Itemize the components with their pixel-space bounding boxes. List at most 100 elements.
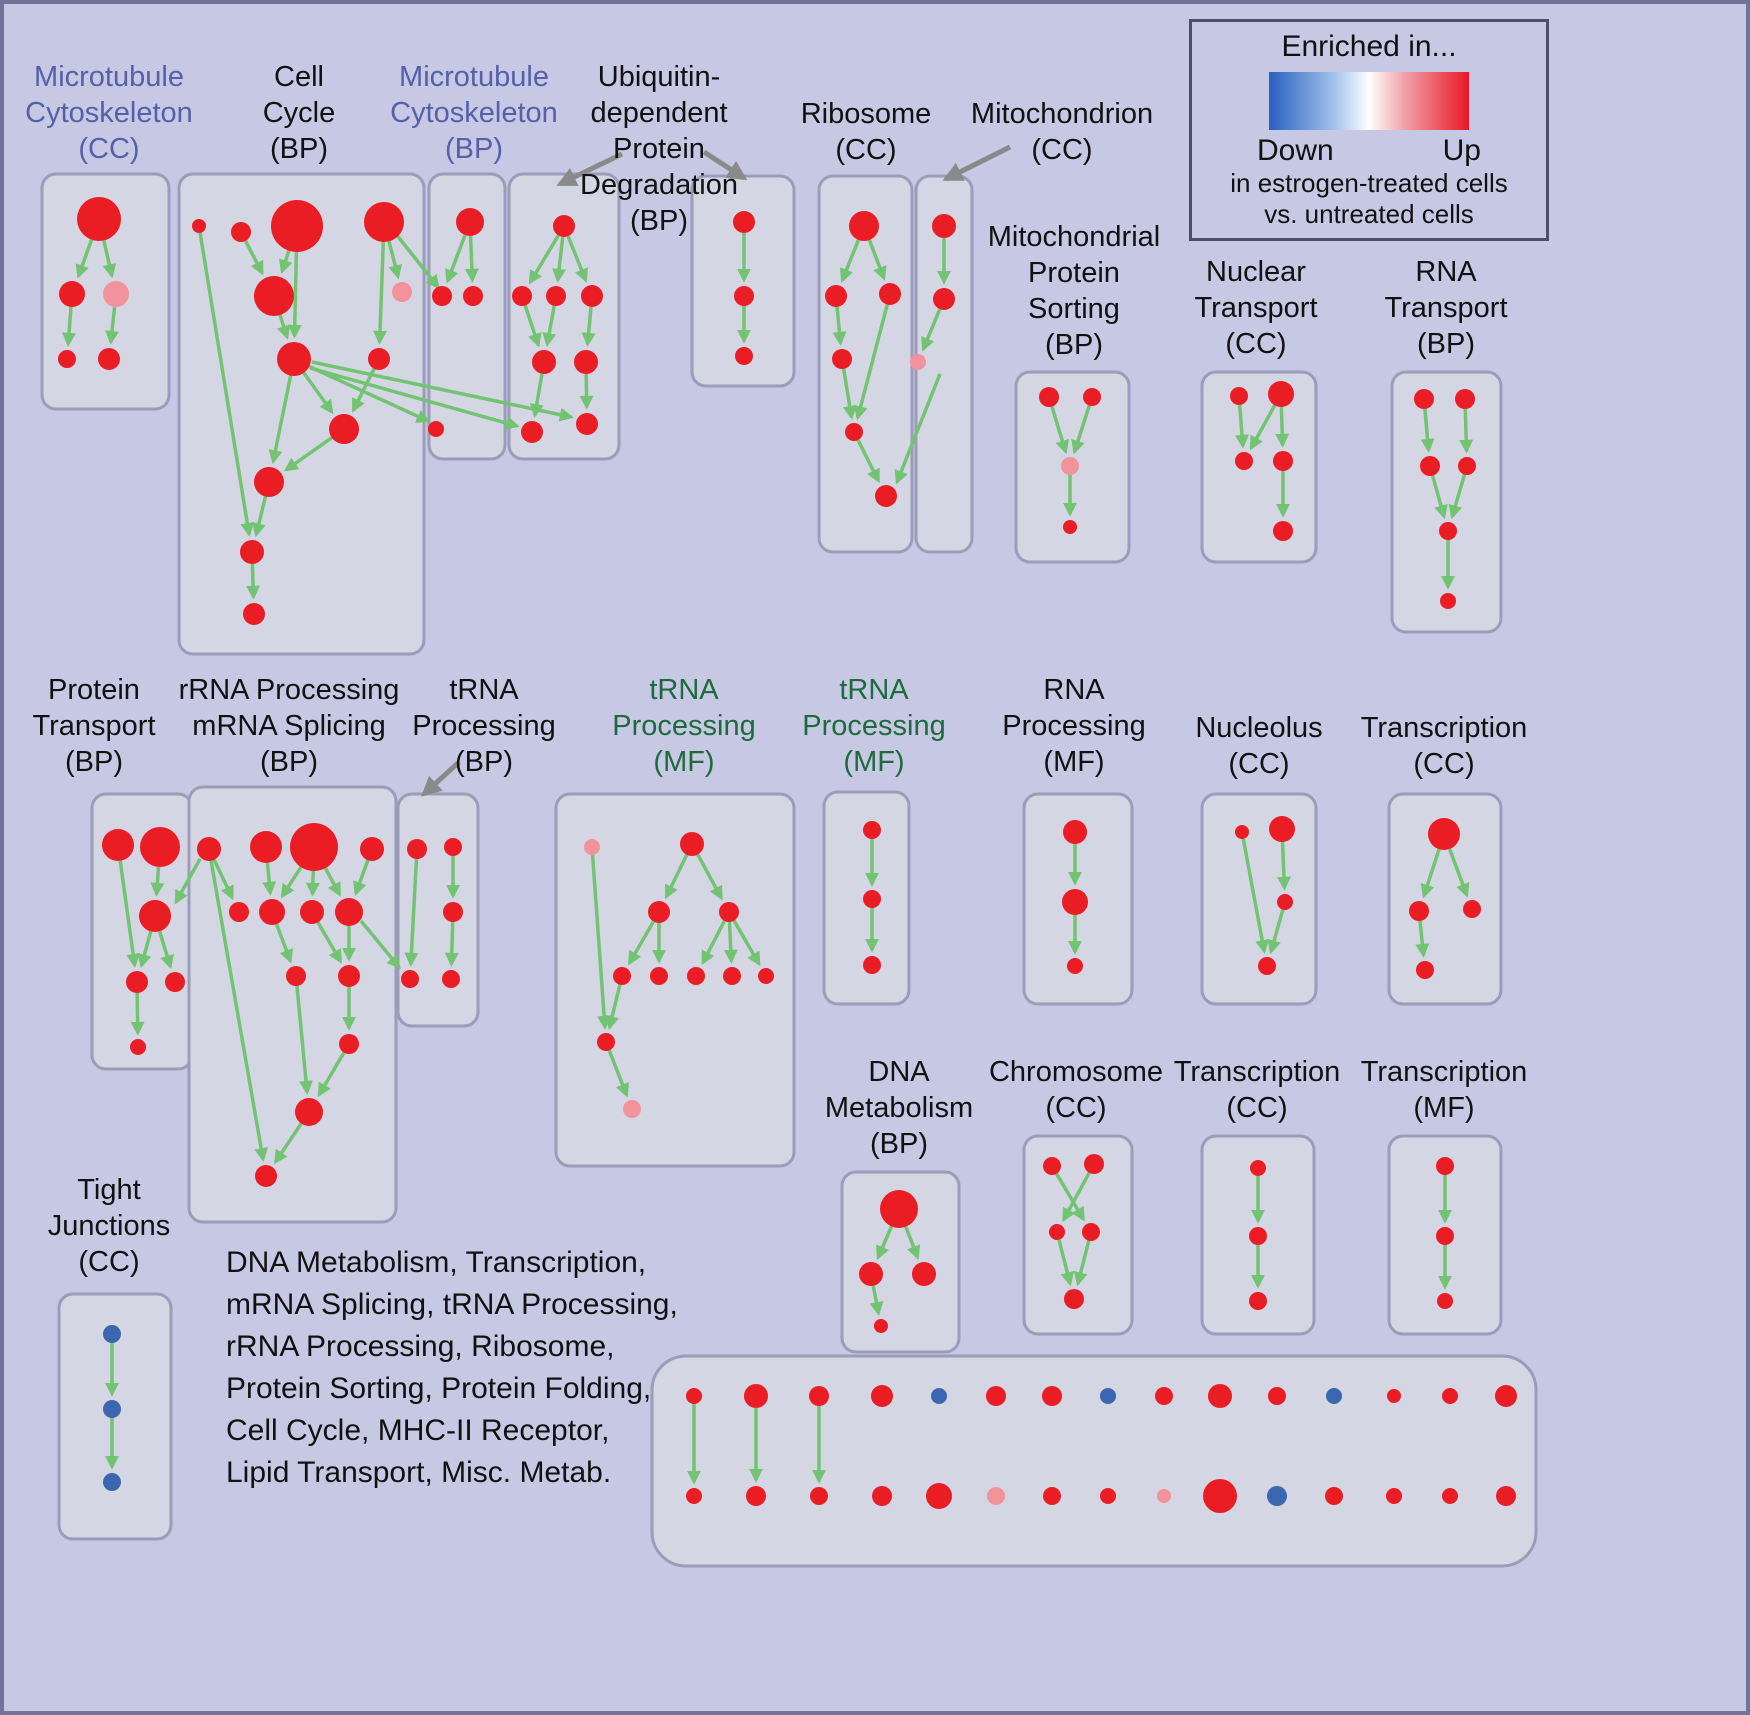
edge-ubiquitin-degradation-left	[566, 235, 589, 283]
node-misc-categories-10	[986, 1386, 1006, 1406]
node-mitochondrial-protein-sorting-bp-1	[1083, 388, 1101, 406]
edge-trna-processing-mf-large	[723, 921, 738, 964]
label-nucleolus-cc: Nucleolus (CC)	[1195, 712, 1323, 780]
node-trna-processing-bp-3	[401, 970, 419, 988]
node-microtubule-cytoskeleton-cc-0	[77, 197, 121, 241]
label-ubiquitin-degradation-bp: Ubiquitin- dependent Protein Degradation…	[580, 61, 738, 237]
legend-title: Enriched in...	[1281, 30, 1457, 63]
legend-subtitle-2: vs. untreated cells	[1264, 199, 1474, 229]
annotation-arrow	[702, 149, 748, 181]
node-transcription-cc-0	[1428, 818, 1460, 850]
node-misc-categories-19	[1203, 1479, 1237, 1513]
node-misc-categories-28	[1495, 1385, 1517, 1407]
node-protein-transport-bp-2	[139, 900, 171, 932]
node-rrna-processing-mrna-splicing-bp-0	[197, 837, 221, 861]
label-mitochondrial-protein-sorting-bp: Mitochondrial Protein Sorting (BP)	[987, 221, 1161, 361]
node-transcription-cc-3	[1416, 961, 1434, 979]
legend-down-label: Down	[1257, 134, 1334, 167]
edge-protein-transport-bp	[150, 866, 165, 897]
node-trna-processing-mf-small-2	[863, 956, 881, 974]
node-dna-metabolism-bp-1	[859, 1262, 883, 1286]
edge-rrna-processing-mrna-splicing-bp	[274, 923, 294, 964]
node-trna-processing-mf-large-9	[597, 1033, 615, 1051]
annotation-arrow	[556, 151, 624, 187]
edge-trna-processing-mf-large	[696, 853, 723, 901]
edge-rrna-processing-mrna-splicing-bp	[212, 859, 234, 901]
node-ribosome-cc-2	[879, 283, 901, 305]
edge-trna-processing-mf-large	[590, 854, 612, 1030]
node-mitochondrion-cc-1	[933, 288, 955, 310]
node-misc-categories-5	[810, 1487, 828, 1505]
node-misc-categories-20	[1268, 1387, 1286, 1405]
edge-rrna-processing-mrna-splicing-bp	[305, 870, 320, 897]
edge-transcription-cc	[1420, 848, 1441, 899]
cross-edge	[394, 232, 440, 290]
node-ubiquitin-degradation-left-4	[532, 350, 556, 374]
edge-nuclear-transport-cc	[1249, 404, 1277, 451]
node-protein-transport-bp-4	[165, 972, 185, 992]
edge-rrna-processing-mrna-splicing-bp	[273, 1122, 303, 1165]
edge-nuclear-transport-cc	[1235, 404, 1249, 449]
node-nuclear-transport-cc-3	[1273, 451, 1293, 471]
node-tight-junctions-cc-1	[103, 1400, 121, 1418]
edge-cell-cycle-bp	[252, 496, 268, 538]
node-trna-processing-bp-0	[407, 839, 427, 859]
node-dna-metabolism-bp-0	[880, 1190, 918, 1228]
node-trna-processing-bp-2	[443, 902, 463, 922]
edge-nucleolus-cc	[1276, 841, 1291, 891]
node-trna-processing-mf-large-0	[584, 839, 600, 855]
node-rrna-processing-mrna-splicing-bp-4	[229, 902, 249, 922]
legend-updown-row: Down Up	[1257, 134, 1481, 168]
edge-cell-cycle-bp	[387, 240, 403, 280]
edge-rna-transport-bp	[1420, 408, 1435, 453]
edge-microtubule-cytoskeleton-bp	[445, 234, 467, 284]
node-misc-categories-7	[872, 1486, 892, 1506]
cross-edge	[359, 919, 401, 970]
node-misc-categories-9	[926, 1483, 952, 1509]
node-misc-categories-18	[1208, 1384, 1232, 1408]
edge-mitochondrial-protein-sorting-bp	[1071, 405, 1091, 455]
edge-cell-cycle-bp	[283, 436, 333, 472]
edge-trna-processing-mf-large	[701, 920, 726, 966]
node-transcription-cc-2-2	[1249, 1292, 1267, 1310]
edge-cell-cycle-bp	[198, 232, 255, 537]
node-microtubule-cytoskeleton-cc-4	[98, 348, 120, 370]
node-nucleolus-cc-2	[1277, 894, 1293, 910]
edge-microtubule-cytoskeleton-cc	[62, 306, 76, 347]
edge-cell-cycle-bp	[268, 375, 293, 465]
edge-trna-processing-mf-large	[627, 920, 656, 966]
edge-ribosome-cc	[839, 239, 861, 283]
edge-ribosome-cc	[867, 239, 887, 281]
group-box-trna-processing-mf-large	[554, 792, 796, 1168]
node-chromosome-cc-0	[1043, 1157, 1061, 1175]
node-misc-categories-14	[1100, 1388, 1116, 1404]
group-box-rrna-processing-mrna-splicing-bp	[187, 785, 398, 1224]
edge-transcription-cc	[1447, 848, 1470, 898]
edge-trna-processing-mf-large	[605, 984, 622, 1031]
node-misc-categories-22	[1326, 1388, 1342, 1404]
edge-chromosome-cc	[1057, 1239, 1075, 1287]
node-microtubule-cytoskeleton-bp-1	[432, 286, 452, 306]
edge-trna-processing-mf-large	[732, 919, 761, 967]
node-microtubule-cytoskeleton-bp-2	[463, 286, 483, 306]
node-misc-categories-16	[1155, 1387, 1173, 1405]
cross-edge	[307, 364, 431, 423]
node-trna-processing-mf-large-6	[687, 967, 705, 985]
cross-edge	[309, 366, 520, 430]
edge-trna-processing-mf-large	[607, 1049, 630, 1098]
edge-cell-cycle-bp	[246, 563, 261, 600]
node-ribosome-cc-4	[845, 423, 863, 441]
label-transcription-cc: Transcription (CC)	[1360, 712, 1528, 780]
node-nuclear-transport-cc-2	[1235, 452, 1253, 470]
node-nuclear-transport-cc-1	[1268, 381, 1294, 407]
node-chromosome-cc-1	[1084, 1154, 1104, 1174]
node-rrna-processing-mrna-splicing-bp-7	[335, 898, 363, 926]
node-transcription-mf-0	[1436, 1157, 1454, 1175]
label-transcription-mf: Transcription (MF)	[1360, 1056, 1528, 1124]
cross-edge	[174, 858, 202, 905]
edge-mitochondrion-cc	[921, 308, 942, 352]
node-rrna-processing-mrna-splicing-bp-12	[255, 1165, 277, 1187]
edge-rna-transport-bp	[1459, 408, 1474, 454]
node-misc-categories-17	[1157, 1489, 1171, 1503]
node-nuclear-transport-cc-0	[1230, 387, 1248, 405]
